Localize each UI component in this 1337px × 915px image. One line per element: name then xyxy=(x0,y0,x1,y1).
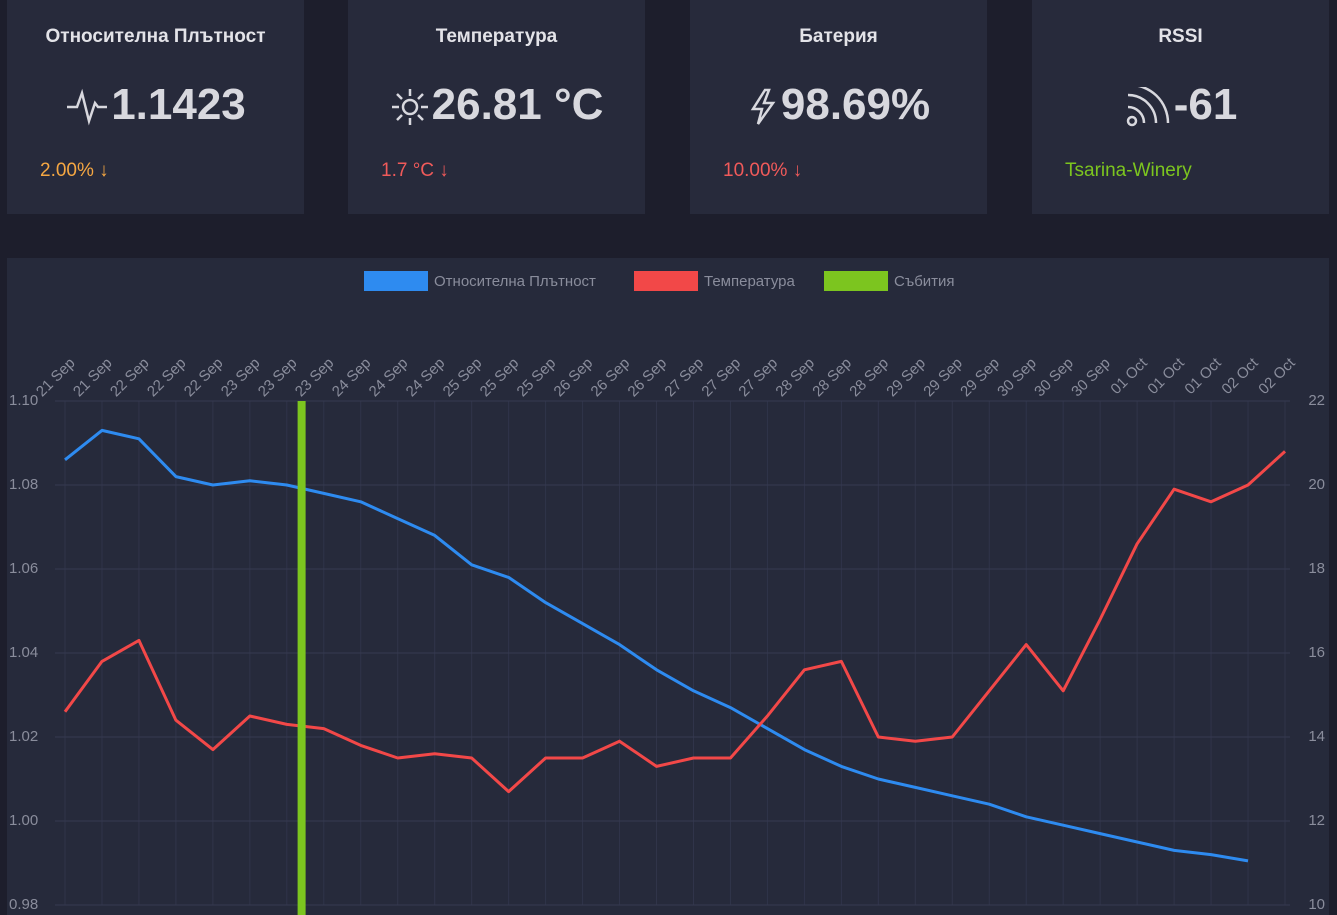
x-tick-label: 30 Sep xyxy=(1068,355,1114,401)
icon xyxy=(391,89,428,126)
card-value: -61 xyxy=(1032,80,1329,130)
card-title: Относителна Плътност xyxy=(45,26,266,47)
y2-tick-label: 20 xyxy=(1308,476,1325,493)
x-tick-label: 02 Oct xyxy=(1218,354,1262,398)
x-tick-label: 26 Sep xyxy=(551,355,597,401)
x-tick-label: 23 Sep xyxy=(218,355,264,401)
legend-label: Относителна Плътност xyxy=(434,273,596,290)
x-tick-label: 26 Sep xyxy=(588,355,634,401)
x-tick-label: 02 Oct xyxy=(1255,354,1299,398)
card: RSSI -61 Tsarina-Winery xyxy=(1032,0,1329,214)
card-change: 10.00% ↓ xyxy=(723,160,803,181)
x-tick-label: 27 Sep xyxy=(735,355,781,401)
y-tick-label: 1.08 xyxy=(9,476,38,493)
x-tick-label: 22 Sep xyxy=(107,355,153,401)
x-tick-label: 28 Sep xyxy=(809,355,855,401)
x-tick-label: 25 Sep xyxy=(440,355,486,401)
legend-swatch xyxy=(364,271,428,291)
line xyxy=(63,450,1287,794)
x-tick-label: 22 Sep xyxy=(144,355,190,401)
x-tick-label: 27 Sep xyxy=(698,355,744,401)
card-change: 2.00% ↓ xyxy=(40,160,109,181)
value: 98.69% xyxy=(780,80,931,129)
y2-tick-label: 18 xyxy=(1308,560,1325,577)
x-tick-label: 23 Sep xyxy=(292,355,338,401)
y2-tick-label: 16 xyxy=(1308,644,1325,661)
x-tick-label: 21 Sep xyxy=(70,355,116,401)
x-tick-label: 24 Sep xyxy=(366,355,412,401)
x-tick-label: 24 Sep xyxy=(403,355,449,401)
x-tick-label: 27 Sep xyxy=(661,355,707,401)
x-tick-label: 30 Sep xyxy=(994,355,1040,401)
chart: 0.98 1.00 1.02 1.04 1.06 1.08 1.10 10 12 14 16 18 20… xyxy=(7,258,1329,915)
x-tick-label: 28 Sep xyxy=(846,355,892,401)
card-title: Температура xyxy=(435,26,558,47)
legend-label: Температура xyxy=(704,273,796,290)
x-tick-label: 28 Sep xyxy=(772,355,818,401)
x-tick-label: 01 Oct xyxy=(1181,354,1225,398)
x-tick-label: 25 Sep xyxy=(477,355,523,401)
y2-tick-label: 22 xyxy=(1308,392,1325,409)
y2-tick-label: 14 xyxy=(1308,728,1325,745)
card: Относителна Плътност 1.1423 2.00% ↓ xyxy=(7,0,304,214)
icon xyxy=(67,89,108,126)
legend-label: Събития xyxy=(894,273,955,290)
card-change: Tsarina-Winery xyxy=(1065,160,1192,181)
legend-swatch xyxy=(634,271,698,291)
y2-tick-label: 10 xyxy=(1308,896,1325,913)
icon xyxy=(1126,84,1169,127)
x-tick-label: 30 Sep xyxy=(1031,355,1077,401)
card-change: 1.7 °C ↓ xyxy=(381,160,449,181)
y-tick-label: 1.04 xyxy=(9,644,38,661)
y-tick-label: 1.00 xyxy=(9,812,38,829)
card: Батерия 98.69% 10.00% ↓ xyxy=(690,0,987,214)
x-tick-label: 29 Sep xyxy=(957,355,1003,401)
value: 1.1423 xyxy=(111,80,246,129)
x-tick-label: 29 Sep xyxy=(883,355,929,401)
x-tick-label: 22 Sep xyxy=(181,355,227,401)
y-tick-label: 1.06 xyxy=(9,560,38,577)
card-value: 98.69% xyxy=(690,80,987,130)
card-value: 1.1423 xyxy=(7,80,304,130)
x-tick-label: 01 Oct xyxy=(1107,354,1151,398)
x-tick-label: 29 Sep xyxy=(920,355,966,401)
x-tick-label: 21 Sep xyxy=(33,355,79,401)
value: -61 xyxy=(1173,80,1238,129)
card-title: Батерия xyxy=(799,26,878,47)
y2-tick-label: 12 xyxy=(1308,812,1325,829)
x-tick-label: 23 Sep xyxy=(255,355,301,401)
card-title: RSSI xyxy=(1158,26,1203,47)
y-tick-label: 1.10 xyxy=(9,392,38,409)
x-tick-label: 01 Oct xyxy=(1144,354,1188,398)
card-value: 26.81 °C xyxy=(348,80,645,130)
x-tick-label: 26 Sep xyxy=(625,355,671,401)
line xyxy=(64,428,1249,863)
y-tick-label: 0.98 xyxy=(9,896,38,913)
value: 26.81 °C xyxy=(431,80,604,129)
icon xyxy=(750,89,776,126)
card: Температура 26.81 °C 1.7 °C ↓ xyxy=(348,0,645,214)
x-tick-label: 24 Sep xyxy=(329,355,375,401)
x-tick-label: 25 Sep xyxy=(514,355,560,401)
y-tick-label: 1.02 xyxy=(9,728,38,745)
legend-swatch xyxy=(824,271,888,291)
